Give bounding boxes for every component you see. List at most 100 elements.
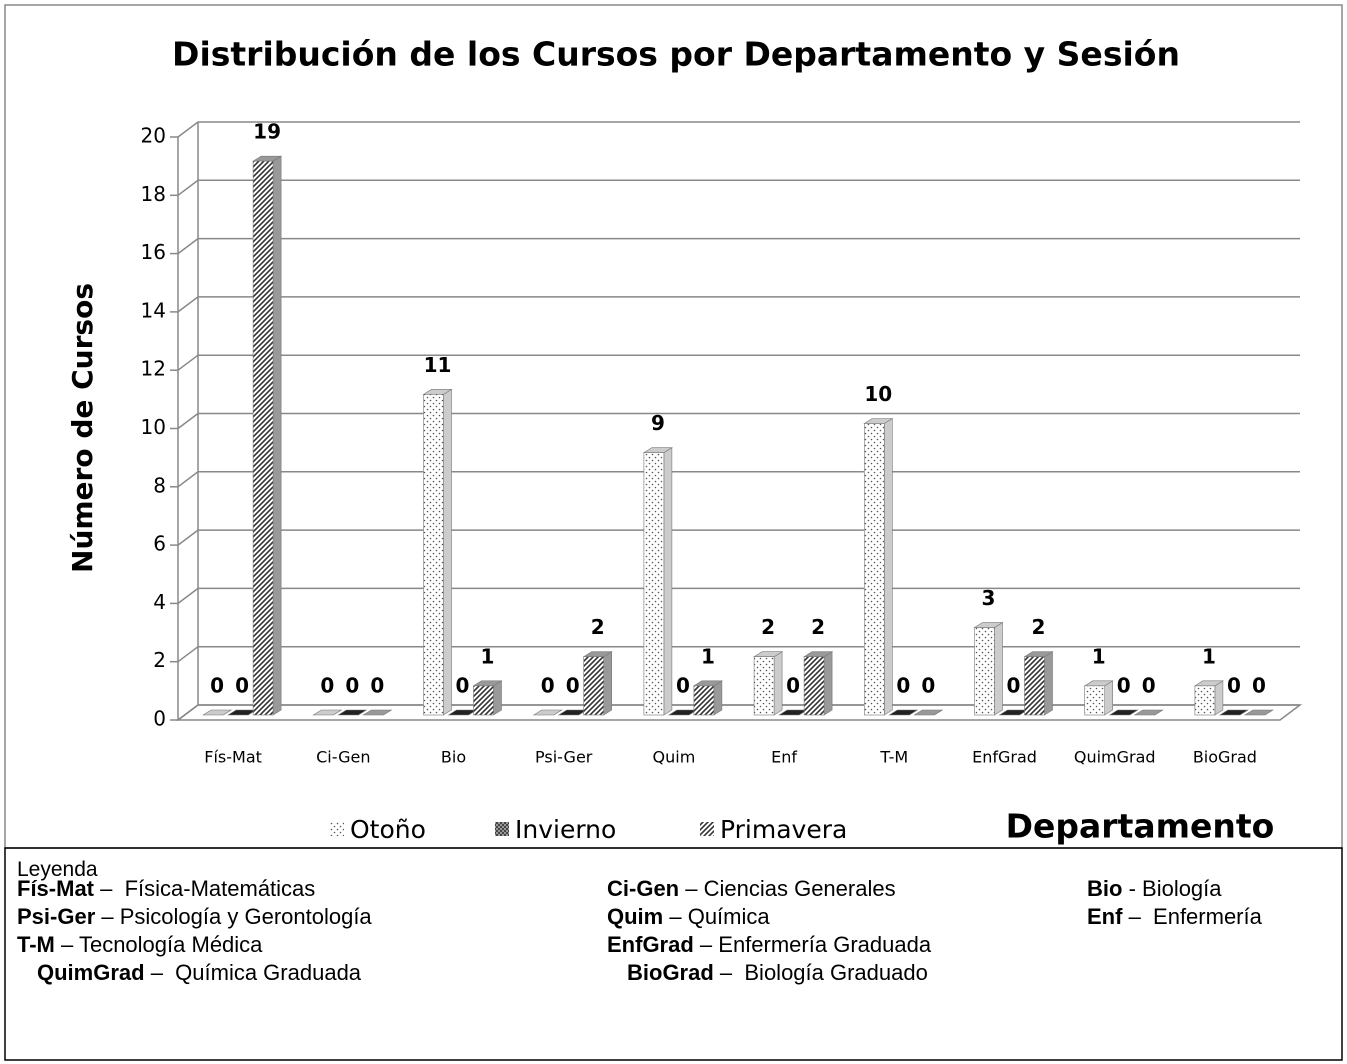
abbr: Bio [1087,876,1123,901]
value-label: 0 [456,674,470,698]
bar [1108,709,1139,716]
description: – Biología Graduado [719,960,928,985]
legend-box-title: Leyenda [17,858,98,881]
bar-front [1024,656,1045,716]
abbr: Psi-Ger [17,904,96,929]
abbr: Enf [1087,904,1123,929]
value-label: 0 [541,674,555,698]
bar-top [888,709,919,716]
value-label: 0 [921,674,935,698]
value-label: 0 [1227,674,1241,698]
value-label: 0 [320,674,334,698]
bar [1133,709,1164,716]
grid-line [177,121,1300,138]
bar-top [202,709,233,716]
bar [312,709,343,716]
description: – Enfermería Graduada [699,932,932,957]
bar-top [1218,709,1249,716]
bar-top [337,709,368,716]
bar-front [1084,685,1105,716]
legend-label: Primavera [720,815,847,844]
bar [642,447,673,716]
abbr: T-M [17,932,55,957]
chart-border [4,4,1343,849]
bar [1083,680,1114,716]
bar-front [1194,685,1216,716]
grid-line [177,296,1300,313]
legend-swatch [330,822,344,836]
bar-front [803,656,825,716]
value-label: 2 [761,615,775,639]
value-label: 1 [1092,644,1106,668]
legend-entry: Enf – Enfermería [1087,904,1262,930]
bar [863,417,894,716]
value-label: 0 [345,674,359,698]
bar [913,709,944,716]
bar [692,680,723,716]
grid-line [177,529,1300,546]
bar-top [1133,709,1164,716]
description: – Física-Matemáticas [100,876,316,901]
legend-entry: Ci-Gen – Ciencias Generales [607,876,896,902]
bar-side [272,155,282,716]
bar-top [362,709,393,716]
bar-side [663,447,673,716]
legend-entry: Psi-Ger – Psicología y Gerontología [17,904,372,930]
y-tick-label: 0 [153,707,166,731]
bar [1193,680,1224,716]
abbr: EnfGrad [607,932,694,957]
x-tick-label: Enf [771,748,797,767]
bar-side [443,388,452,716]
bar-top [913,709,944,716]
value-label: 0 [676,674,690,698]
legend-entry: Quim – Química [607,904,770,930]
description: – Ciencias Generales [685,876,896,901]
abbr: Ci-Gen [607,876,680,901]
value-label: 1 [701,644,715,668]
x-tick-label: Quim [653,748,696,767]
y-tick-label: 10 [141,415,166,439]
legend-label: Invierno [515,815,616,844]
legend-box-border [4,847,1343,1061]
bar-side [1104,680,1113,716]
bar [532,709,563,716]
x-tick-label: QuimGrad [1074,748,1156,767]
value-label: 0 [235,674,249,698]
grid-line [177,471,1300,488]
value-label: 0 [786,674,800,698]
bar [362,709,393,716]
x-axis-label: Departamento [1006,807,1275,846]
grid-line [177,645,1300,663]
bar-side [713,680,723,716]
y-tick-label: 4 [153,590,166,614]
bar-front [423,394,444,716]
y-tick-label: 12 [141,357,166,381]
value-label: 1 [481,644,495,668]
bar-side [823,651,833,716]
bar [888,709,919,716]
abbr: BioGrad [627,960,714,985]
legend-entry: QuimGrad – Química Graduada [37,960,361,986]
legend-entry: T-M – Tecnología Médica [17,932,262,958]
x-tick-label: BioGrad [1193,748,1257,767]
value-label: 0 [370,674,384,698]
bar-side [883,417,893,716]
value-label: 3 [982,586,996,610]
legend-entry: Fís-Mat – Física-Matemáticas [17,876,315,902]
bar-side [493,680,502,716]
y-tick-label: 2 [153,648,166,672]
description: – Química Graduada [150,960,362,985]
legend-swatch [700,822,714,836]
description: - Biología [1128,876,1222,901]
value-label: 1 [1202,644,1216,668]
grid-line [177,704,1300,721]
bar-top [1243,709,1274,716]
bar [422,388,453,716]
legend-swatch [495,822,509,836]
value-label: 2 [1032,615,1046,639]
y-tick-label: 16 [141,240,166,264]
value-label: 0 [1007,674,1021,698]
bar-front [583,656,605,716]
bar-front [252,160,274,716]
